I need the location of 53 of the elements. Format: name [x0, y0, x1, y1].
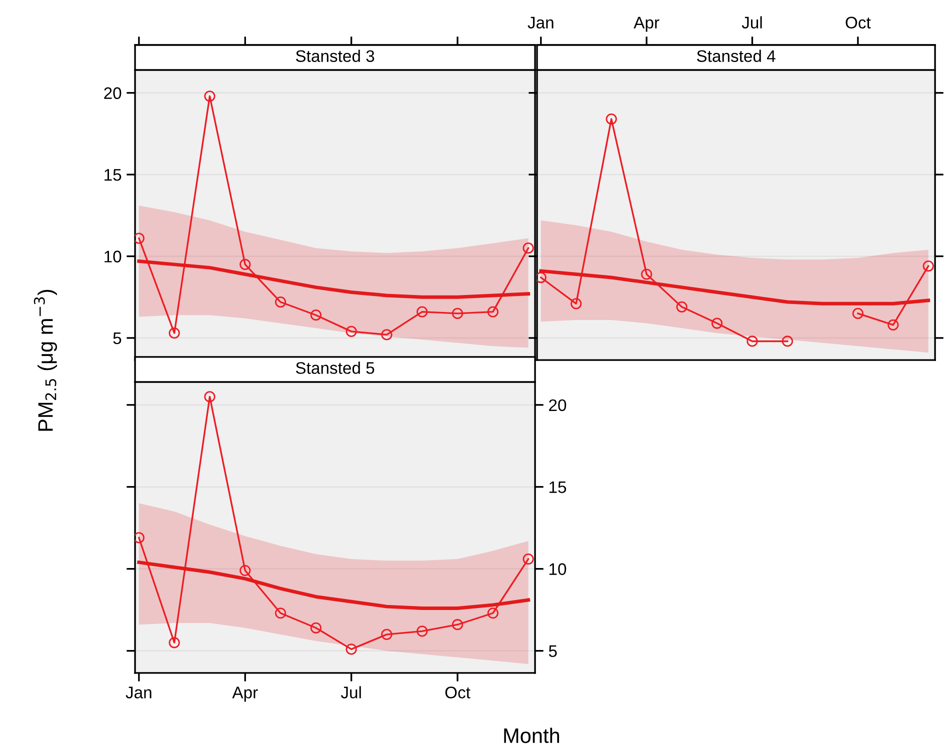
y-tick-label: 15 — [104, 169, 122, 181]
point — [346, 644, 357, 655]
point — [381, 329, 392, 340]
point — [452, 619, 464, 630]
y-tick-label: 5 — [113, 332, 122, 344]
y-tick-label: 10 — [550, 563, 566, 576]
point — [746, 336, 758, 347]
chart-title: Stansted 3 — [296, 50, 374, 62]
point — [711, 318, 723, 329]
chart-title: Stansted 5 — [296, 362, 374, 374]
point — [310, 622, 322, 634]
y-tick-label: 15 — [550, 481, 566, 494]
point — [416, 306, 428, 318]
x-tick-label: Apr — [634, 16, 660, 32]
point — [522, 242, 534, 254]
point — [240, 564, 251, 576]
x-tick-label: Jul — [340, 686, 361, 698]
point — [240, 258, 251, 270]
y-tick-label: 5 — [548, 645, 557, 658]
point — [204, 90, 216, 102]
x-tick-label: Jan — [126, 686, 152, 698]
point — [452, 308, 464, 320]
point — [606, 113, 617, 125]
x-tick-label: Oct — [846, 16, 871, 29]
point — [168, 637, 180, 648]
point — [381, 628, 392, 640]
y-tick-label: 20 — [549, 399, 566, 412]
x-tick-label: Oct — [445, 686, 470, 698]
point — [676, 301, 688, 312]
point — [274, 296, 286, 308]
point — [922, 260, 934, 272]
x-tick-label: Jul — [742, 16, 762, 29]
point — [310, 310, 322, 321]
point — [888, 319, 899, 330]
x-tick-label: Jan — [528, 16, 554, 29]
point — [346, 326, 357, 337]
point — [852, 308, 864, 320]
point — [641, 268, 652, 280]
point — [168, 328, 180, 339]
point — [522, 553, 534, 565]
point — [570, 298, 582, 310]
y-tick-label: 20 — [104, 87, 122, 100]
point — [487, 608, 498, 619]
y-tick-label: 10 — [104, 250, 122, 262]
point — [204, 391, 216, 402]
point — [416, 626, 428, 637]
x-axis-title: Month — [504, 728, 560, 744]
point — [274, 608, 286, 619]
chart-title: Stansted 4 — [696, 50, 776, 62]
point — [487, 306, 498, 318]
x-tick-label: Apr — [232, 686, 258, 702]
point — [782, 336, 794, 347]
y-axis-title: PM$_{2.5}$ (μg m$^{−3}$) — [34, 290, 58, 431]
